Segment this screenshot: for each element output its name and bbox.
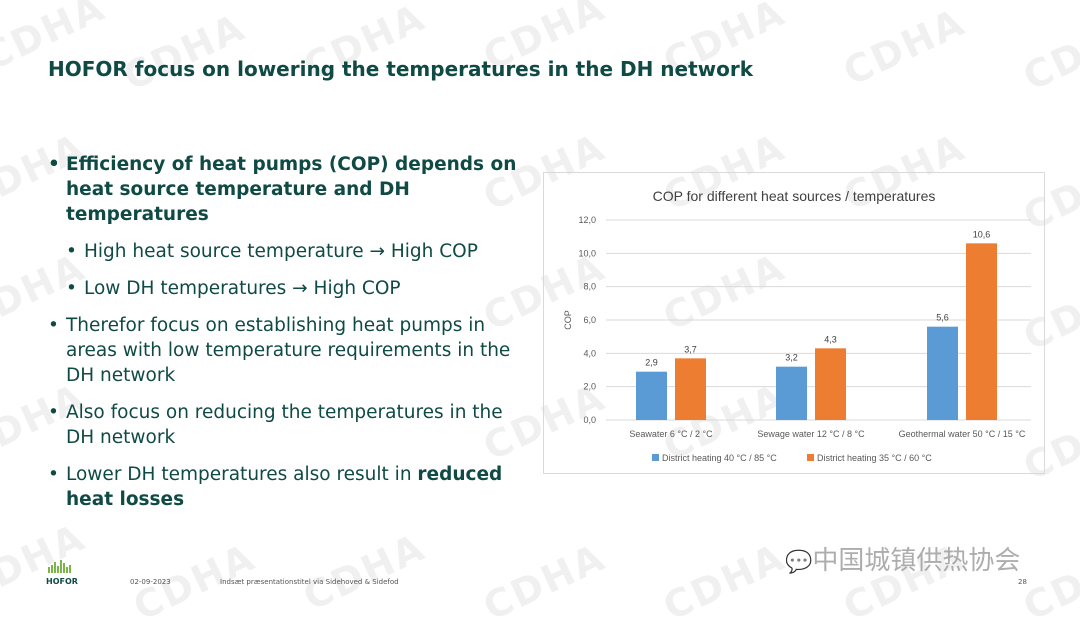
sub-bullet-source-temp: High heat source temperature → High COP xyxy=(66,239,518,264)
watermark: CDHA xyxy=(656,534,792,629)
y-tick-label: 6,0 xyxy=(583,315,596,325)
x-tick-label: Geothermal water 50 °C / 15 °C xyxy=(899,429,1026,439)
hofor-logo: HOFOR xyxy=(46,558,78,586)
bar xyxy=(776,366,807,420)
slide-title: HOFOR focus on lowering the temperatures… xyxy=(48,57,754,81)
footer-presentation-title: Indsæt præsentationstitel via Sidehoved … xyxy=(220,578,399,586)
footer-date: 02-09-2023 xyxy=(130,578,171,586)
data-label: 2,9 xyxy=(645,358,658,368)
x-tick-label: Seawater 6 °C / 2 °C xyxy=(629,429,713,439)
bullet-text: Lower DH temperatures also result in xyxy=(66,464,418,485)
y-tick-label: 2,0 xyxy=(583,382,596,392)
y-tick-label: 4,0 xyxy=(583,348,596,358)
legend-swatch xyxy=(807,454,814,461)
watermark: CDHA xyxy=(296,524,432,620)
bullet-list: Efficiency of heat pumps (COP) depends o… xyxy=(48,152,518,524)
logo-bars-icon xyxy=(48,560,71,573)
legend-swatch xyxy=(652,454,659,461)
chart-title: COP for different heat sources / tempera… xyxy=(653,188,936,204)
bar xyxy=(927,326,958,420)
watermark: CDHA xyxy=(1016,4,1080,100)
wechat-icon: 💬 xyxy=(785,550,813,575)
logo-text: HOFOR xyxy=(46,577,78,586)
legend-label: District heating 40 °C / 85 °C xyxy=(662,453,777,463)
watermark: CDHA xyxy=(116,4,252,100)
bullet-reduce: Also focus on reducing the temperatures … xyxy=(48,400,518,450)
legend-label: District heating 35 °C / 60 °C xyxy=(817,453,932,463)
watermark: CDHA xyxy=(476,534,612,629)
wechat-text: 中国城镇供热协会 xyxy=(812,546,1021,576)
bar xyxy=(636,371,667,420)
watermark: CDHA xyxy=(836,0,972,95)
data-label: 10,6 xyxy=(973,229,991,239)
bar xyxy=(815,348,846,420)
y-tick-label: 0,0 xyxy=(583,415,596,425)
cop-chart: COP for different heat sources / tempera… xyxy=(543,172,1045,474)
data-label: 5,6 xyxy=(936,313,949,323)
bullet-focus: Therefor focus on establishing heat pump… xyxy=(48,313,518,388)
chart-svg: COP for different heat sources / tempera… xyxy=(563,188,1031,463)
bar xyxy=(675,358,706,420)
y-tick-label: 10,0 xyxy=(578,248,596,258)
data-label: 3,7 xyxy=(684,344,697,354)
bullet-heat-losses: Lower DH temperatures also result in red… xyxy=(48,462,518,512)
data-label: 4,3 xyxy=(824,334,837,344)
wechat-watermark: 💬中国城镇供热协会 xyxy=(785,540,1020,577)
y-tick-label: 12,0 xyxy=(578,215,596,225)
bar xyxy=(966,243,997,420)
y-axis-label: COP xyxy=(563,310,573,330)
x-tick-label: Sewage water 12 °C / 8 °C xyxy=(757,429,865,439)
y-tick-label: 8,0 xyxy=(583,282,596,292)
data-label: 3,2 xyxy=(785,353,798,363)
bullet-cop: Efficiency of heat pumps (COP) depends o… xyxy=(48,152,518,227)
sub-bullet-dh-temp: Low DH temperatures → High COP xyxy=(66,276,518,301)
bullet-bold-text: reduced heat losses xyxy=(66,464,503,510)
page-number: 28 xyxy=(1018,578,1027,586)
